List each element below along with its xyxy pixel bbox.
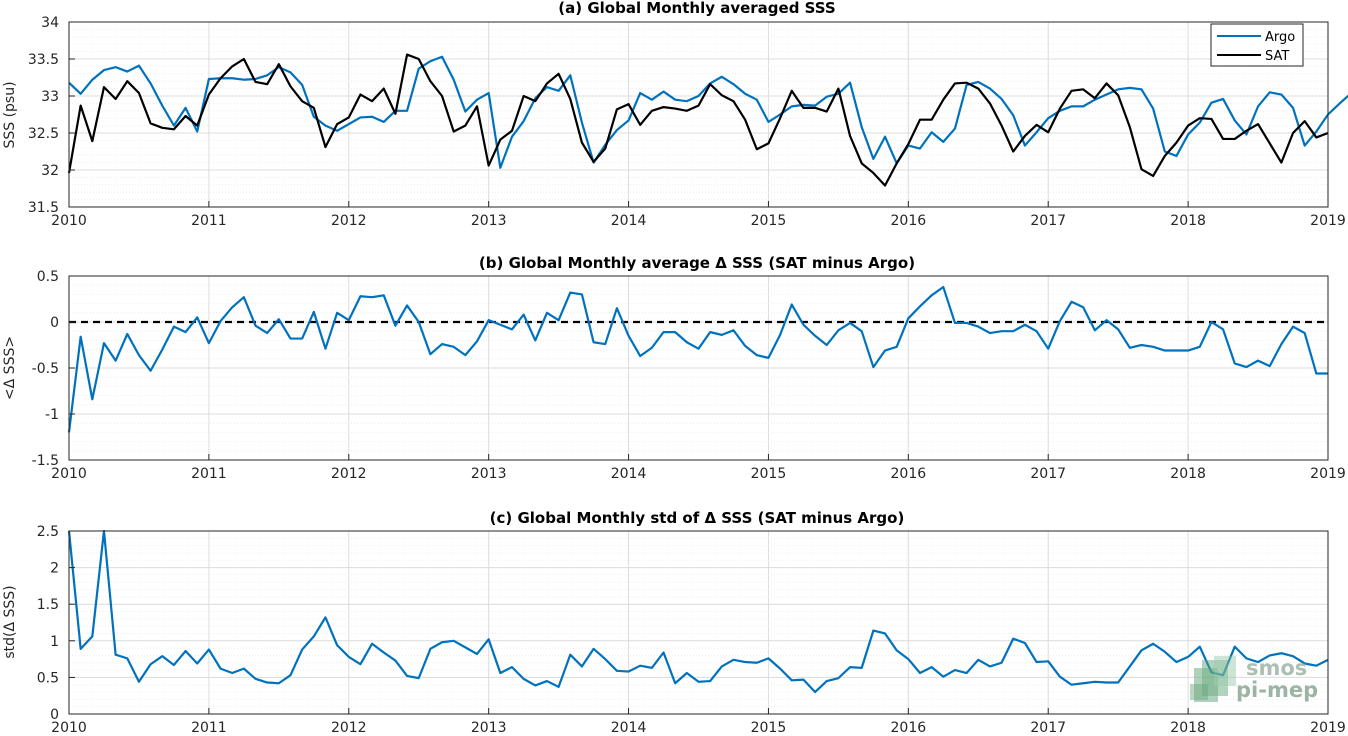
panel-b-ytick-label: -1.5 — [32, 453, 59, 469]
panel-c-xtick-label: 2011 — [191, 720, 227, 736]
panel-c-ytick-label: 1 — [50, 634, 59, 650]
panel-a-xtick-label: 2010 — [51, 213, 87, 229]
panel-c: (c) Global Monthly std of Δ SSS (SAT min… — [2, 509, 1346, 736]
panel-c-xtick-label: 2018 — [1170, 720, 1206, 736]
panel-c-xtick-label: 2014 — [611, 720, 647, 736]
panel-c-xtick-label: 2015 — [751, 720, 787, 736]
legend-argo-label: Argo — [1265, 30, 1295, 45]
panel-a-ytick-label: 34 — [41, 15, 59, 31]
panel-c-ytick-label: 1.5 — [37, 597, 59, 613]
panel-a-ytick-label: 33 — [41, 89, 59, 105]
panel-c-xtick-label: 2017 — [1030, 720, 1066, 736]
legend-box — [1210, 23, 1304, 67]
panel-a-xtick-label: 2017 — [1030, 213, 1066, 229]
panel-b-ytick-label: 0.5 — [37, 269, 59, 285]
panel-a-xtick-label: 2018 — [1170, 213, 1206, 229]
panel-c-ylabel: std(Δ SSS) — [2, 585, 18, 658]
panel-a-sat-line — [67, 53, 1329, 187]
panel-a-frame — [68, 21, 1329, 208]
smos-pimep-watermark: smos pi-mep — [1190, 656, 1318, 702]
panel-b-xtick-label: 2017 — [1030, 466, 1066, 482]
panel-c-xtick-label: 2013 — [471, 720, 507, 736]
panel-b-xtick-label: 2014 — [611, 466, 647, 482]
panel-c-ytick-label: 2 — [50, 561, 59, 577]
panel-a-title: (a) Global Monthly averaged SSS — [558, 0, 835, 17]
panel-c-xtick-label: 2016 — [891, 720, 927, 736]
panel-b-ytick-label: 0 — [50, 315, 59, 331]
panel-b-xtick-label: 2012 — [331, 466, 367, 482]
panel-a-ylabel: SSS (psu) — [2, 81, 18, 148]
legend: Argo SAT — [1210, 23, 1304, 67]
legend-sat-label: SAT — [1265, 49, 1289, 64]
panel-b-xtick-label: 2015 — [751, 466, 787, 482]
panel-b-xtick-label: 2019 — [1310, 466, 1346, 482]
panel-a-xtick-label: 2012 — [331, 213, 367, 229]
panel-a-xtick-label: 2015 — [751, 213, 787, 229]
panel-c-ytick-label: 2.5 — [37, 524, 59, 540]
panel-b: (b) Global Monthly average Δ SSS (SAT mi… — [2, 254, 1346, 482]
panel-a-xtick-label: 2016 — [891, 213, 927, 229]
panel-b-series-line — [67, 285, 1328, 433]
panel-c-xtick-label: 2019 — [1310, 720, 1346, 736]
watermark-line1: smos — [1246, 656, 1307, 680]
panel-b-xtick-label: 2018 — [1170, 466, 1206, 482]
panel-b-xtick-label: 2016 — [891, 466, 927, 482]
watermark-line2: pi-mep — [1236, 678, 1318, 702]
panel-b-xtick-label: 2013 — [471, 466, 507, 482]
panel-c-series-line — [67, 529, 1329, 694]
panel-c-title: (c) Global Monthly std of Δ SSS (SAT min… — [490, 509, 905, 527]
panel-c-xtick-label: 2012 — [331, 720, 367, 736]
panel-c-frame — [68, 530, 1329, 715]
panel-a-xtick-label: 2019 — [1310, 213, 1346, 229]
panel-a: (a) Global Monthly averaged SSS SSS (psu… — [2, 0, 1348, 229]
panel-c-xtick-label: 2010 — [51, 720, 87, 736]
panel-a-ytick-label: 32.5 — [28, 126, 59, 142]
panel-c-ytick-label: 0.5 — [37, 670, 59, 686]
panel-b-ytick-label: -0.5 — [32, 361, 59, 377]
panel-a-xtick-label: 2014 — [611, 213, 647, 229]
panel-b-ylabel: <Δ SSS> — [2, 336, 18, 400]
panel-a-ytick-label: 33.5 — [28, 52, 59, 68]
panel-b-xtick-label: 2011 — [191, 466, 227, 482]
panel-a-xtick-label: 2013 — [471, 213, 507, 229]
panel-b-ytick-label: -1 — [45, 407, 59, 423]
panel-b-title: (b) Global Monthly average Δ SSS (SAT mi… — [479, 254, 915, 272]
smos-pimep-logo-icon — [1190, 656, 1236, 702]
panel-a-ytick-label: 31.5 — [28, 200, 59, 216]
panel-c-ytick-label: 0 — [50, 707, 59, 723]
panel-a-xtick-label: 2011 — [191, 213, 227, 229]
panel-a-ytick-label: 32 — [41, 163, 59, 179]
panel-b-xtick-label: 2010 — [51, 466, 87, 482]
